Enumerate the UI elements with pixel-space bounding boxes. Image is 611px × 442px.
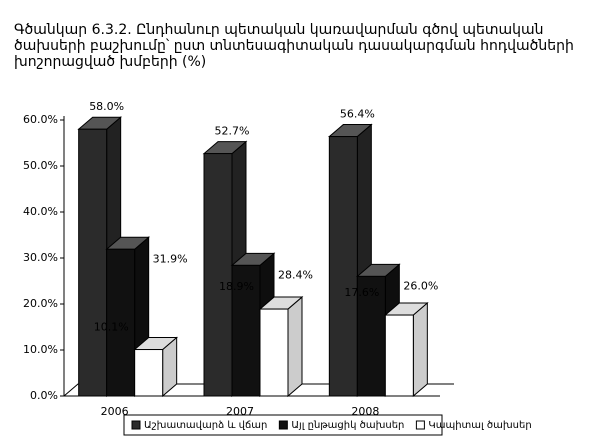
y-tick-label: 30.0% [23,251,58,264]
x-tick-label: 2008 [351,405,379,418]
value-label: 10.1% [94,321,129,334]
legend-label: Աշխատավարձ և վճար [144,420,267,431]
y-tick-label: 10.0% [23,343,58,356]
value-label: 18.9% [219,280,254,293]
x-tick-label: 2006 [101,405,129,418]
value-label: 52.7% [215,125,250,138]
y-tick-label: 0.0% [30,389,58,402]
y-tick-label: 20.0% [23,297,58,310]
bar [134,349,164,397]
value-label: 26.0% [403,279,438,292]
value-label: 28.4% [278,268,313,281]
floor [63,383,454,397]
legend-swatch [415,420,425,430]
legend-swatch [278,420,288,430]
y-tick-label: 60.0% [23,113,58,126]
y-tick-label: 40.0% [23,205,58,218]
bar-side [412,301,428,398]
y-tick-label: 50.0% [23,159,58,172]
chart-title: Գծանկար 6.3.2. Ընդհանուր պետական կառավար… [14,22,574,70]
legend-swatch [131,420,141,430]
value-label: 31.9% [153,252,188,265]
bar-side [287,295,303,398]
legend-label: Կապիտալ ծախսեր [428,420,531,431]
bar [328,136,358,397]
value-label: 58.0% [89,100,124,113]
bar [78,128,108,397]
bar [203,153,233,397]
legend-frame [123,414,443,436]
bar [384,314,414,397]
value-label: 56.4% [340,108,375,121]
bar [231,264,261,397]
bar [106,248,136,397]
value-label: 17.6% [344,286,379,299]
x-tick-label: 2007 [226,405,254,418]
bar [356,275,386,397]
bar [259,308,289,397]
legend-label: Այլ ընթացիկ ծախսեր [291,420,404,431]
